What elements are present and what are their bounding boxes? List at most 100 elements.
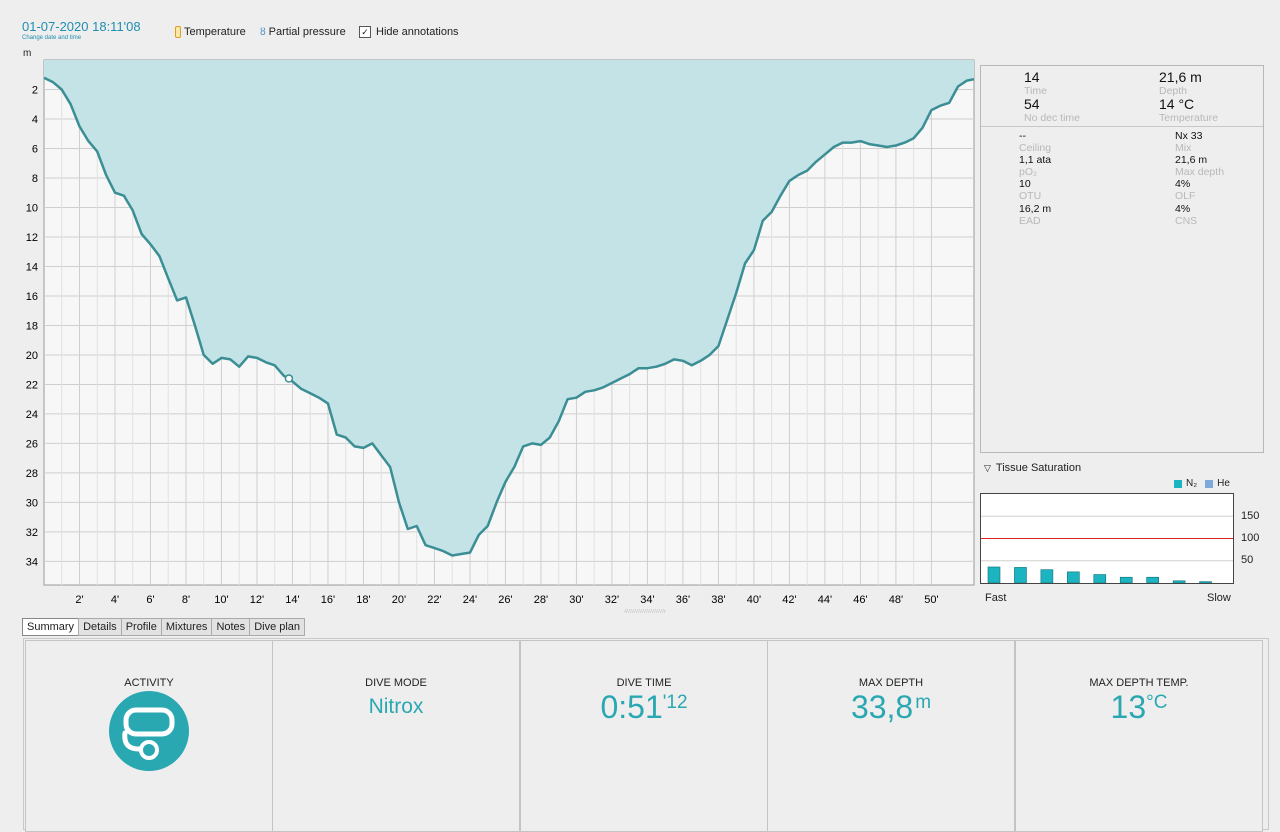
time-value: 14: [1024, 69, 1040, 85]
checkmark-icon: ✓: [359, 26, 371, 38]
x-tick-label: 22': [427, 594, 441, 606]
tab-summary[interactable]: Summary: [22, 618, 80, 636]
x-tick-label: 32': [605, 594, 619, 606]
tab-notes[interactable]: Notes: [211, 618, 251, 636]
ceiling-value: --: [1019, 130, 1026, 142]
partial-pressure-toggle[interactable]: ȣ Partial pressure: [260, 26, 346, 38]
x-tick-label: 42': [782, 594, 796, 606]
y-tick-label: 24: [26, 409, 38, 421]
resize-grip-icon: [624, 609, 666, 613]
tab-profile[interactable]: Profile: [120, 618, 162, 636]
olf-label: OLF: [1175, 190, 1196, 202]
x-tick-label: 40': [747, 594, 761, 606]
y-tick-label: 8: [32, 173, 38, 185]
x-tick-label: 38': [711, 594, 725, 606]
cursor-marker: [284, 374, 294, 383]
x-tick-label: 30': [569, 594, 583, 606]
po2-value: 1,1 ata: [1019, 154, 1052, 166]
y-tick-label: 14: [26, 261, 38, 273]
y-tick-label: 30: [26, 497, 38, 509]
y-tick-label: 34: [26, 556, 38, 568]
dive-mode-value: Nitrox: [368, 695, 424, 718]
he-swatch: [1205, 479, 1214, 488]
x-tick-label: 14': [285, 594, 299, 606]
divider: [981, 126, 1263, 127]
tissue-n2-bar: [1093, 574, 1107, 583]
tissue-tick-150: 150: [1241, 510, 1260, 522]
dive-time-seconds: '12: [662, 692, 688, 713]
depth-value: 21,6 m: [1159, 69, 1202, 85]
y-tick-label: 2: [32, 84, 38, 96]
change-datetime-link[interactable]: Change date and time: [22, 35, 82, 41]
x-tick-label: 34': [640, 594, 654, 606]
tissue-saturation-chart: [980, 493, 1234, 584]
y-tick-label: 16: [26, 291, 38, 303]
fast-label: Fast: [985, 592, 1007, 604]
diving-mask-icon: [109, 691, 189, 771]
y-tick-label: 10: [26, 202, 38, 214]
y-axis-unit: m: [23, 48, 32, 59]
temperature-label: Temperature: [184, 26, 246, 38]
ead-label: EAD: [1019, 215, 1041, 227]
max-depth-temp-display: 13°C: [1016, 689, 1262, 726]
hide-annotations-checkbox[interactable]: ✓ Hide annotations: [359, 26, 459, 38]
tissue-n2-bar: [1040, 569, 1054, 583]
tab-dive-plan[interactable]: Dive plan: [249, 618, 306, 636]
x-tick-label: 16': [321, 594, 335, 606]
ead-value: 16,2 m: [1019, 203, 1052, 215]
profile-area: [44, 60, 974, 556]
tissue-n2-bar: [987, 566, 1001, 583]
x-tick-label: 28': [534, 594, 548, 606]
tissue-saturation-toggle[interactable]: ▽ Tissue Saturation: [984, 462, 1081, 474]
y-tick-label: 18: [26, 320, 38, 332]
temp-label: Temperature: [1159, 112, 1218, 124]
max-depth-temp-value: 13: [1110, 689, 1147, 725]
temp-value: 14 °C: [1159, 96, 1195, 112]
po2-label: pO₂: [1019, 166, 1038, 178]
y-tick-label: 22: [26, 379, 38, 391]
otu-label: OTU: [1019, 190, 1042, 202]
max-depth-temp-title: MAX DEPTH TEMP.: [1089, 677, 1189, 689]
tab-details[interactable]: Details: [78, 618, 122, 636]
max-depth-temp-card: MAX DEPTH TEMP. 13°C: [1015, 640, 1263, 832]
max-depth-unit: m: [915, 692, 932, 713]
maxdepth-label: Max depth: [1175, 166, 1225, 178]
y-tick-label: 26: [26, 438, 38, 450]
temperature-toggle[interactable]: Temperature: [175, 26, 246, 38]
x-tick-label: 46': [853, 594, 867, 606]
tab-mixtures[interactable]: Mixtures: [160, 618, 213, 636]
y-tick-label: 32: [26, 527, 38, 539]
x-tick-label: 50': [924, 594, 938, 606]
ceiling-label: Ceiling: [1019, 142, 1052, 154]
info-panel: 14 Time 21,6 m Depth 54 No dec time 14 °…: [980, 65, 1264, 453]
otu-value: 10: [1019, 178, 1031, 190]
tissue-n2-bar: [1014, 567, 1027, 583]
tissue-title: Tissue Saturation: [995, 462, 1082, 474]
x-tick-label: 6': [146, 594, 154, 606]
n2-legend-label: N₂: [1186, 478, 1198, 489]
tissue-tick-100: 100: [1241, 532, 1260, 544]
dive-time-card: DIVE TIME 0:51'12: [520, 640, 768, 832]
x-tick-label: 24': [463, 594, 477, 606]
he-legend-label: He: [1217, 478, 1230, 489]
bubbles-icon: ȣ: [260, 26, 266, 38]
tissue-tick-50: 50: [1241, 554, 1254, 566]
y-tick-label: 6: [32, 143, 38, 155]
dive-mode-card: DIVE MODE Nitrox: [272, 640, 520, 832]
dive-datetime[interactable]: 01-07-2020 18:11'08: [22, 19, 141, 34]
partial-pressure-label: Partial pressure: [268, 26, 346, 38]
n2-swatch: [1174, 479, 1182, 488]
y-tick-label: 4: [32, 114, 38, 126]
slow-label: Slow: [1207, 592, 1231, 604]
maxdepth-value: 21,6 m: [1175, 154, 1208, 166]
mix-value: Nx 33: [1175, 130, 1203, 142]
x-ticks: 2' 4' 6' 8' 10' 12' 14' 16' 18' 20' 22' 24' 26' 28' 30…: [75, 594, 938, 606]
x-tick-label: 12': [250, 594, 264, 606]
x-tick-label: 36': [676, 594, 690, 606]
nodec-label: No dec time: [1024, 112, 1081, 124]
tissue-n2-bar: [1119, 576, 1133, 583]
dive-time-title: DIVE TIME: [616, 677, 672, 689]
olf-value: 4%: [1175, 178, 1191, 190]
